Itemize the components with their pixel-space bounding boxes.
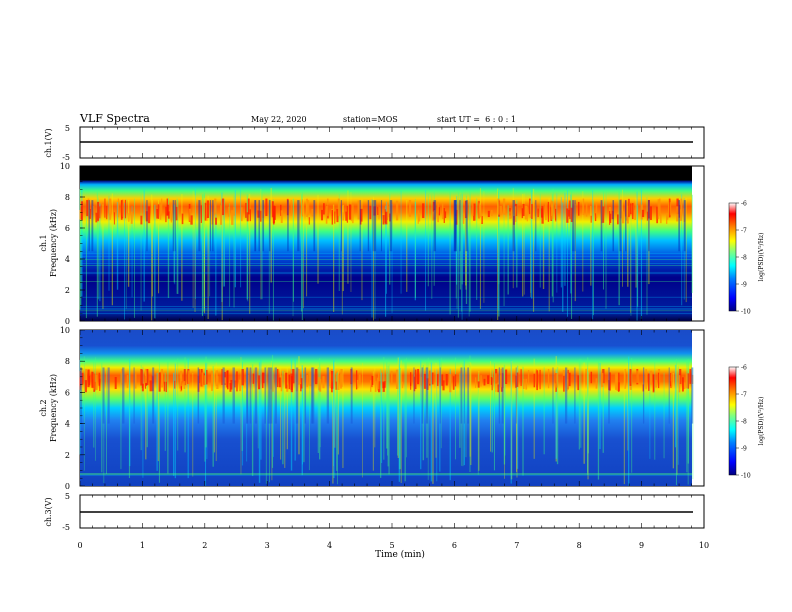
colorbar-tick-label: -8 bbox=[741, 419, 747, 426]
ch1-waveform-ticks bbox=[79, 127, 705, 158]
y-tick-label: 2 bbox=[65, 286, 70, 295]
y-tick-label: 6 bbox=[65, 224, 70, 233]
start-time: 6 : 0 : 1 bbox=[485, 115, 516, 124]
ch1-spectrogram-yticks: 0 2 4 6 8 10 bbox=[60, 162, 85, 326]
ch3-waveform-ticks bbox=[79, 495, 705, 528]
ch1-colorbar-gradient bbox=[728, 202, 737, 312]
ch2-spectrogram-ylabel-line1: ch.2 bbox=[39, 399, 48, 416]
x-tick-label: 9 bbox=[639, 541, 644, 550]
ch2-spectrogram-panel: 0 2 4 6 8 10 ch.2 Frequency (kHz) -6 -7 -8 -9 -10… bbox=[39, 326, 765, 491]
ch2-spectrogram-xticks bbox=[79, 330, 705, 486]
x-tick-label: 1 bbox=[140, 541, 145, 550]
ch1-colorbar-ticks: -6 -7 -8 -9 -10 bbox=[736, 201, 751, 316]
ch1-spectrogram-detail bbox=[79, 187, 693, 321]
station-value: MOS bbox=[377, 115, 398, 124]
start-label: start UT = bbox=[437, 115, 480, 124]
ch1-ytick-bottom: -5 bbox=[62, 153, 70, 162]
ch1-spectrogram-image bbox=[80, 166, 692, 321]
y-tick-label: 10 bbox=[60, 162, 70, 171]
ch3-waveform-panel: 5 -5 ch.3(V) bbox=[44, 492, 705, 532]
ch1-ytick-top: 5 bbox=[65, 124, 70, 133]
y-tick-label: 8 bbox=[65, 357, 70, 366]
y-tick-label: 6 bbox=[65, 388, 70, 397]
ch1-colorbar-label: log(PSD)(V²/Hz) bbox=[758, 233, 765, 282]
x-tick-label: 0 bbox=[77, 541, 82, 550]
colorbar-tick-label: -8 bbox=[741, 255, 747, 262]
x-tick-label: 6 bbox=[452, 541, 457, 550]
y-tick-label: 8 bbox=[65, 193, 70, 202]
start-info: start UT = 6 : 0 : 1 bbox=[437, 115, 516, 124]
colorbar-tick-label: -9 bbox=[741, 446, 747, 453]
station-label: station= bbox=[343, 115, 378, 124]
y-tick-label: 2 bbox=[65, 451, 70, 460]
ch1-spectrogram-ylabel-line1: ch.1 bbox=[39, 234, 48, 251]
date-label: May 22, 2020 bbox=[251, 115, 307, 124]
x-axis-label: Time (min) bbox=[375, 549, 425, 560]
y-tick-label: 4 bbox=[65, 255, 70, 264]
ch1-spectrogram-xticks bbox=[79, 166, 705, 321]
x-axis-tick-labels: 0 1 2 3 4 5 6 7 8 9 10 bbox=[77, 541, 709, 550]
y-tick-label: 0 bbox=[65, 482, 70, 491]
ch2-spectrogram-image bbox=[80, 330, 692, 486]
ch3-ytick-top: 5 bbox=[65, 492, 70, 501]
colorbar-tick-label: -7 bbox=[741, 228, 747, 235]
x-tick-label: 7 bbox=[514, 541, 519, 550]
ch1-waveform-ylabel: ch.1(V) bbox=[44, 128, 53, 157]
x-tick-label: 8 bbox=[577, 541, 582, 550]
ch3-ytick-bottom: -5 bbox=[62, 523, 70, 532]
ch2-colorbar-ticks: -6 -7 -8 -9 -10 bbox=[736, 365, 751, 480]
colorbar-tick-label: -6 bbox=[741, 365, 747, 372]
ch1-spectrogram-ylabel-line2: Frequency (kHz) bbox=[49, 209, 58, 277]
y-tick-label: 0 bbox=[65, 317, 70, 326]
ch2-colorbar: -6 -7 -8 -9 -10 log(PSD)(V²/Hz) bbox=[728, 365, 765, 480]
x-tick-label: 4 bbox=[327, 541, 332, 550]
x-tick-label: 5 bbox=[389, 541, 394, 550]
chart-title: VLF Spectra bbox=[80, 112, 150, 125]
colorbar-tick-label: -9 bbox=[741, 282, 747, 289]
colorbar-tick-label: -10 bbox=[741, 309, 751, 316]
ch2-spectrogram-ylabel-line2: Frequency (kHz) bbox=[49, 374, 58, 442]
y-tick-label: 10 bbox=[60, 326, 70, 335]
station-info: station=MOS bbox=[343, 115, 398, 124]
ch2-spectrogram-detail bbox=[79, 355, 694, 486]
ch2-spectrogram-yticks: 0 2 4 6 8 10 bbox=[60, 326, 85, 491]
y-tick-label: 4 bbox=[65, 420, 70, 429]
x-tick-label: 3 bbox=[265, 541, 270, 550]
ch1-spectrogram-panel: 0 2 4 6 8 10 ch.1 Frequency (kHz) -6 -7 -8 -9 -10… bbox=[39, 162, 765, 326]
x-tick-label: 10 bbox=[699, 541, 709, 550]
x-tick-label: 2 bbox=[202, 541, 207, 550]
ch1-colorbar: -6 -7 -8 -9 -10 log(PSD)(V²/Hz) bbox=[728, 201, 765, 316]
ch2-colorbar-gradient bbox=[728, 366, 737, 476]
ch3-waveform-ylabel: ch.3(V) bbox=[44, 497, 53, 526]
colorbar-tick-label: -7 bbox=[741, 392, 747, 399]
colorbar-tick-label: -10 bbox=[741, 473, 751, 480]
ch1-waveform-panel: 5 -5 ch.1(V) bbox=[44, 124, 705, 162]
ch2-colorbar-label: log(PSD)(V²/Hz) bbox=[758, 397, 765, 446]
colorbar-tick-label: -6 bbox=[741, 201, 747, 208]
